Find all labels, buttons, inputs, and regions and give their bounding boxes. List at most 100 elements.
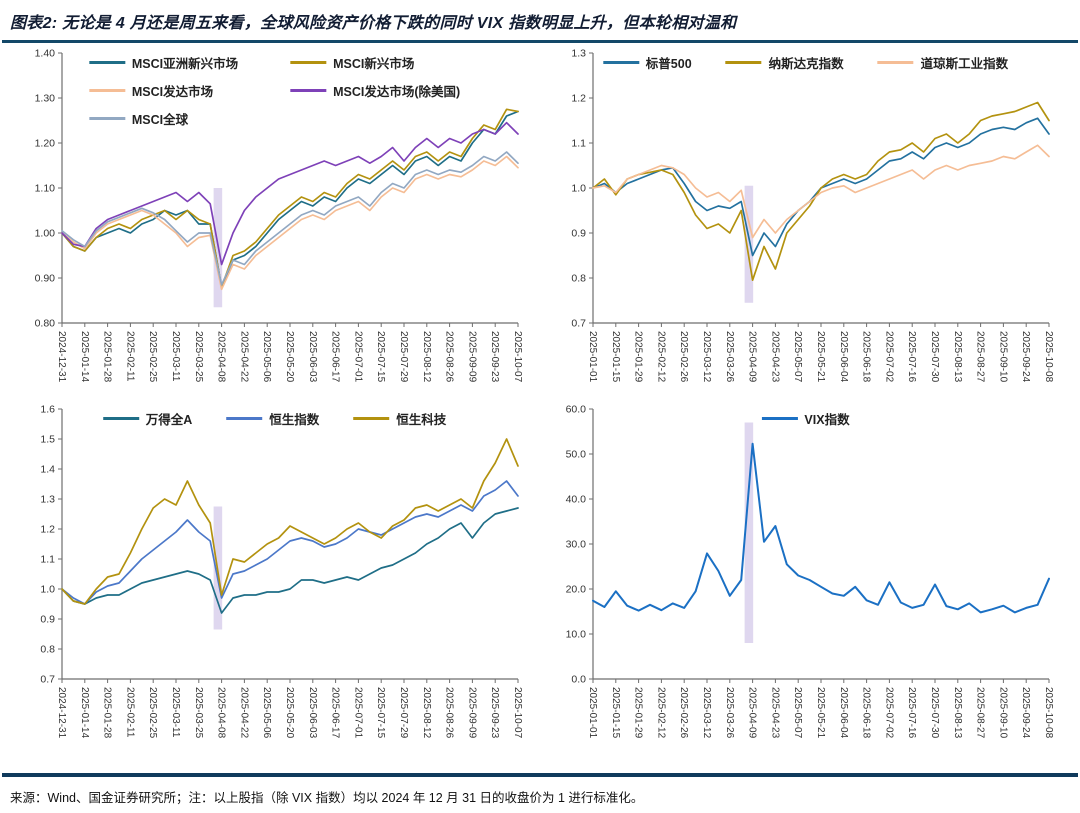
series-line bbox=[61, 507, 519, 614]
y-tick-label: 0.7 bbox=[571, 318, 586, 330]
x-tick-label: 2025-05-06 bbox=[261, 687, 272, 739]
legend-line-icon bbox=[226, 417, 263, 420]
y-tick-label: 1.3 bbox=[571, 48, 586, 60]
y-tick-label: 20.0 bbox=[566, 584, 587, 596]
legend-label: 恒生指数 bbox=[269, 413, 320, 427]
x-tick-label: 2025-07-30 bbox=[929, 687, 940, 739]
series-line bbox=[61, 108, 519, 288]
y-tick-label: 40.0 bbox=[566, 494, 587, 506]
x-tick-label: 2025-04-22 bbox=[238, 687, 249, 739]
x-tick-label: 2025-05-06 bbox=[261, 331, 272, 383]
y-tick-label: 0.8 bbox=[40, 644, 55, 656]
x-tick-label: 2025-09-23 bbox=[489, 331, 500, 383]
legend-line-icon bbox=[88, 89, 125, 92]
x-tick-label: 2025-06-04 bbox=[838, 687, 849, 739]
x-tick-label: 2025-01-28 bbox=[102, 331, 113, 383]
y-tick-label: 50.0 bbox=[566, 449, 587, 461]
x-tick-label: 2025-10-08 bbox=[1043, 331, 1054, 383]
x-tick-label: 2025-03-25 bbox=[193, 331, 204, 383]
x-tick-label: 2024-12-31 bbox=[56, 687, 67, 739]
y-tick-label: 1.10 bbox=[35, 183, 56, 195]
legend-item: 万得全A bbox=[102, 409, 193, 428]
x-tick-label: 2025-05-21 bbox=[815, 331, 826, 383]
x-tick-label: 2025-06-17 bbox=[330, 687, 341, 739]
legend-item: MSCI全球 bbox=[88, 109, 189, 128]
x-tick-label: 2025-04-23 bbox=[769, 687, 780, 739]
y-tick-label: 1.1 bbox=[40, 554, 55, 566]
series-line bbox=[592, 144, 1050, 239]
x-tick-label: 2025-09-23 bbox=[489, 687, 500, 739]
x-tick-label: 2025-08-13 bbox=[952, 331, 963, 383]
x-tick-label: 2025-01-28 bbox=[102, 687, 113, 739]
y-tick-label: 0.7 bbox=[40, 674, 55, 686]
x-tick-label: 2025-06-04 bbox=[838, 331, 849, 383]
x-tick-label: 2025-05-21 bbox=[815, 687, 826, 739]
legend-item: 恒生指数 bbox=[226, 409, 319, 428]
legend-item: VIX指数 bbox=[761, 409, 850, 428]
legend-line-icon bbox=[102, 417, 139, 420]
x-tick-label: 2025-07-02 bbox=[883, 687, 894, 739]
series-line bbox=[61, 121, 519, 266]
legend-label: MSCI亚洲新兴市场 bbox=[131, 57, 239, 71]
x-tick-label: 2025-02-26 bbox=[678, 331, 689, 383]
legend-item: MSCI发达市场 bbox=[88, 81, 213, 100]
crash-highlight-band bbox=[744, 185, 754, 303]
series-line bbox=[61, 480, 519, 605]
y-tick-label: 1.0 bbox=[571, 183, 586, 195]
x-tick-label: 2025-08-26 bbox=[444, 687, 455, 739]
x-tick-label: 2025-05-20 bbox=[284, 687, 295, 739]
y-tick-label: 0.90 bbox=[35, 273, 56, 285]
legend-line-icon bbox=[602, 61, 639, 64]
legend-label: 万得全A bbox=[145, 413, 193, 427]
y-tick-label: 0.9 bbox=[571, 228, 586, 240]
x-tick-label: 2025-09-24 bbox=[1020, 687, 1031, 739]
x-tick-label: 2025-10-08 bbox=[1043, 687, 1054, 739]
x-tick-label: 2025-01-15 bbox=[610, 331, 621, 383]
x-tick-label: 2025-03-25 bbox=[193, 687, 204, 739]
legend-label: MSCI新兴市场 bbox=[333, 57, 415, 71]
x-tick-label: 2025-04-08 bbox=[216, 331, 227, 383]
charts-grid: MSCI亚洲新兴市场 MSCI新兴市场 MSCI发达市场 MSCI发达市场(除美国) M… bbox=[0, 43, 1080, 759]
x-tick-label: 2025-01-15 bbox=[610, 687, 621, 739]
x-tick-label: 2025-07-16 bbox=[906, 331, 917, 383]
legend-item: 标普500 bbox=[602, 53, 692, 72]
legend-line-icon bbox=[761, 417, 798, 420]
x-tick-label: 2025-04-23 bbox=[769, 331, 780, 383]
x-tick-label: 2025-09-09 bbox=[466, 687, 477, 739]
legend-line-icon bbox=[88, 61, 125, 64]
x-tick-label: 2025-07-15 bbox=[375, 687, 386, 739]
crash-highlight-band bbox=[744, 422, 754, 643]
legend-msci: MSCI亚洲新兴市场 MSCI新兴市场 MSCI发达市场 MSCI发达市场(除美国) M… bbox=[88, 53, 461, 128]
x-tick-label: 2025-02-26 bbox=[678, 687, 689, 739]
legend-line-icon bbox=[290, 89, 327, 92]
x-tick-label: 2025-04-22 bbox=[238, 331, 249, 383]
legend-item: 道琼斯工业指数 bbox=[877, 53, 1009, 72]
x-tick-label: 2025-01-29 bbox=[633, 687, 644, 739]
x-tick-label: 2025-02-12 bbox=[655, 687, 666, 739]
y-tick-label: 1.3 bbox=[40, 494, 55, 506]
footer-rule bbox=[2, 773, 1078, 777]
x-tick-label: 2025-01-14 bbox=[79, 331, 90, 383]
x-tick-label: 2024-12-31 bbox=[56, 331, 67, 383]
x-tick-label: 2025-02-12 bbox=[655, 331, 666, 383]
y-tick-label: 0.8 bbox=[571, 273, 586, 285]
x-tick-label: 2025-02-11 bbox=[124, 331, 135, 382]
x-tick-label: 2025-08-26 bbox=[444, 331, 455, 383]
legend-label: 道琼斯工业指数 bbox=[920, 57, 1009, 71]
series-line bbox=[61, 438, 519, 605]
legend-label: MSCI发达市场(除美国) bbox=[333, 85, 461, 99]
y-tick-label: 1.6 bbox=[40, 404, 55, 416]
x-tick-label: 2025-05-07 bbox=[792, 687, 803, 739]
x-tick-label: 2025-09-10 bbox=[997, 331, 1008, 383]
chart-msci-indices: MSCI亚洲新兴市场 MSCI新兴市场 MSCI发达市场 MSCI发达市场(除美国) M… bbox=[22, 47, 527, 403]
y-tick-label: 1.2 bbox=[40, 524, 55, 536]
x-tick-label: 2025-01-01 bbox=[587, 331, 598, 383]
x-tick-label: 2025-06-18 bbox=[861, 331, 872, 383]
figure-title: 图表2: 无论是 4 月还是周五来看，全球风险资产价格下跌的同时 VIX 指数明… bbox=[10, 15, 737, 32]
x-tick-label: 2025-08-12 bbox=[421, 687, 432, 739]
chart-canvas-vix: 0.0 10.0 20.0 30.0 40.0 50.0 60.0 2025-01-01 202… bbox=[566, 404, 1054, 739]
x-tick-label: 2025-05-07 bbox=[792, 331, 803, 383]
legend-label: MSCI全球 bbox=[131, 113, 189, 127]
legend-item: MSCI新兴市场 bbox=[290, 53, 414, 72]
x-tick-label: 2025-07-16 bbox=[906, 687, 917, 739]
